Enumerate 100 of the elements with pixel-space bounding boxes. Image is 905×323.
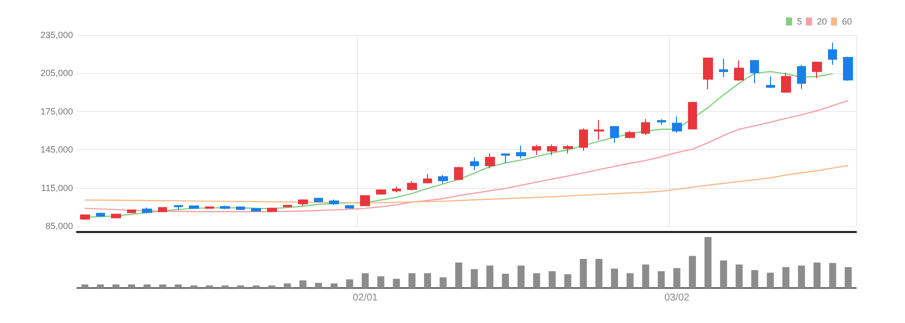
- bar: [564, 274, 572, 288]
- bar: [611, 268, 618, 288]
- candlestick: [423, 174, 432, 184]
- candlestick: [485, 152, 495, 169]
- candlestick: [80, 214, 90, 220]
- bar: [268, 285, 276, 288]
- bar: [206, 285, 213, 288]
- bar: [751, 270, 758, 288]
- candlestick: [657, 118, 666, 126]
- bar: [424, 273, 432, 288]
- candlestick: [376, 188, 386, 196]
- legend-label: 20: [816, 16, 827, 26]
- y-tick-label: 85,000: [45, 221, 73, 231]
- bar: [96, 284, 104, 288]
- bar: [144, 284, 151, 288]
- bar: [330, 283, 338, 288]
- bar: [299, 280, 306, 288]
- bar: [237, 285, 244, 288]
- bar: [159, 284, 166, 288]
- candlestick: [781, 72, 791, 94]
- candlestick: [594, 120, 604, 141]
- candlestick: [438, 174, 448, 184]
- candlestick: [96, 212, 105, 218]
- bar: [362, 273, 369, 288]
- line-series: [84, 164, 849, 204]
- bar: [440, 277, 447, 288]
- candlestick: [407, 180, 417, 191]
- bar: [128, 284, 136, 288]
- bar: [814, 262, 821, 288]
- bar: [595, 258, 602, 288]
- bar: [673, 268, 680, 288]
- x-tick-label: 02/01: [352, 292, 378, 304]
- candlestick: [283, 204, 292, 208]
- candlestick: [672, 116, 682, 134]
- candlestick: [828, 42, 837, 66]
- candlestick: [579, 128, 588, 152]
- candlestick: [158, 206, 167, 212]
- candlestick: [127, 208, 136, 214]
- y-tick-label: 175,000: [40, 106, 73, 116]
- candlestick: [220, 205, 230, 210]
- bar: [455, 262, 462, 288]
- bar: [174, 284, 182, 288]
- candlestick: [703, 57, 713, 90]
- bar: [518, 266, 525, 288]
- y-tick-label: 115,000: [41, 182, 73, 193]
- candlestick: [392, 186, 401, 193]
- bar: [502, 274, 509, 288]
- candlestick: [532, 144, 541, 156]
- candlestick: [360, 194, 370, 207]
- legend-label: 5: [796, 16, 802, 26]
- candlestick: [345, 204, 354, 210]
- candlestick: [563, 144, 573, 154]
- candlestick: [750, 59, 759, 84]
- candlestick: [625, 130, 635, 139]
- candlestick: [189, 205, 199, 210]
- bar: [392, 278, 400, 288]
- bar: [81, 284, 88, 288]
- bar: [766, 272, 774, 288]
- candlestick: [501, 152, 510, 164]
- bar: [252, 285, 260, 288]
- x-tick-label: 03/02: [664, 292, 690, 304]
- candlestick: [516, 145, 526, 159]
- bar: [688, 256, 696, 288]
- candlestick: [205, 206, 214, 210]
- candlestick: [111, 213, 121, 219]
- bar: [377, 276, 384, 288]
- bar: [798, 266, 805, 288]
- candlestick: [812, 61, 822, 79]
- bar: [112, 284, 120, 288]
- bar: [720, 260, 728, 288]
- bar: [736, 264, 743, 288]
- legend-label: 60: [842, 16, 852, 26]
- bar: [486, 266, 494, 288]
- candlestick: [547, 144, 557, 156]
- bar: [470, 269, 478, 288]
- bar: [844, 267, 852, 288]
- candlestick: [251, 208, 261, 212]
- candlestick: [688, 101, 697, 130]
- candlestick: [470, 156, 479, 170]
- bar: [829, 263, 836, 288]
- candlestick: [766, 76, 775, 88]
- candlestick: [454, 166, 463, 181]
- bar: [533, 273, 540, 288]
- bar: [658, 271, 665, 288]
- bar: [346, 279, 354, 288]
- candlestick: [843, 56, 853, 82]
- candlestick: [797, 64, 806, 90]
- candlestick: [298, 198, 308, 206]
- y-tick-label: 235,000: [40, 30, 73, 40]
- bar: [314, 282, 322, 288]
- candlestick: [641, 118, 650, 136]
- line-series: [84, 100, 849, 212]
- candlestick: [174, 204, 183, 210]
- y-tick-label: 205,000: [40, 68, 73, 78]
- bar: [222, 285, 229, 288]
- candlestick: [734, 60, 744, 82]
- candlestick: [719, 58, 728, 78]
- y-tick-label: 145,000: [40, 144, 73, 155]
- candlestick: [267, 207, 277, 212]
- bar: [626, 273, 634, 288]
